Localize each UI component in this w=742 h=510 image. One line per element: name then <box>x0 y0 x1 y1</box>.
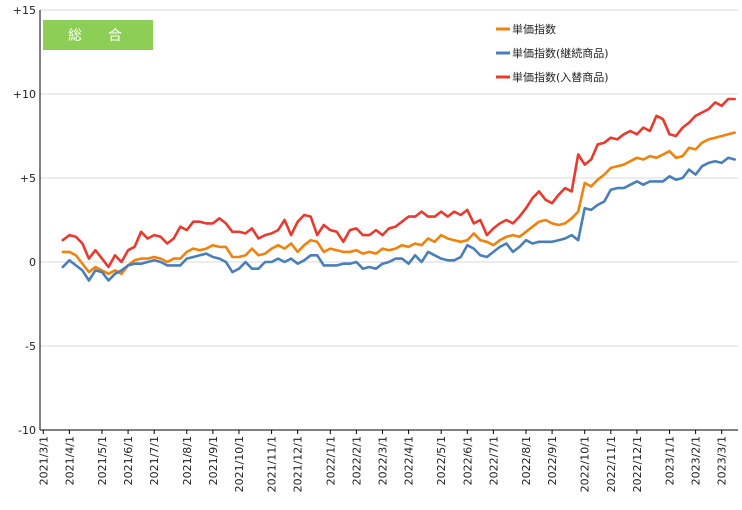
title-badge-background <box>43 20 153 50</box>
series-lines <box>61 97 736 282</box>
y-tick-label: +10 <box>13 88 36 101</box>
x-tick-label: 2021/4/1 <box>63 436 76 485</box>
axes <box>39 10 738 431</box>
x-tick-label: 2021/3/1 <box>37 436 50 485</box>
x-tick-label: 2022/6/1 <box>461 436 474 485</box>
x-tick-label: 2022/7/1 <box>487 436 500 485</box>
y-tick-label: 0 <box>29 256 36 269</box>
y-tick-label: +15 <box>13 4 36 17</box>
x-tick-label: 2023/1/1 <box>664 436 677 485</box>
legend-label: 単価指数 <box>512 22 556 36</box>
x-tick-label: 2022/4/1 <box>403 436 416 485</box>
y-tick-label: -5 <box>25 340 36 353</box>
x-tick-label: 2021/9/1 <box>207 436 220 485</box>
series-line-2 <box>61 156 736 282</box>
x-tick-label: 2022/1/1 <box>324 436 337 485</box>
y-tick-labels: +15 +10 +5 0 -5 -10 <box>13 4 36 437</box>
series-line-1 <box>61 131 736 276</box>
x-tick-label: 2022/3/1 <box>376 436 389 485</box>
x-tick-label: 2021/6/1 <box>122 436 135 485</box>
x-tick-label: 2022/11/1 <box>605 436 618 492</box>
chart-title: 総 合 <box>68 28 128 44</box>
title-badge: 総 合 <box>43 20 153 50</box>
gridlines <box>40 9 738 347</box>
y-tick-label: -10 <box>18 424 36 437</box>
x-tick-label: 2021/7/1 <box>148 436 161 485</box>
series-line-3 <box>61 97 736 269</box>
x-tick-label: 2022/2/1 <box>350 436 363 485</box>
x-tick-label: 2023/3/1 <box>716 436 729 485</box>
legend-label: 単価指数(継続商品) <box>512 46 609 60</box>
y-tick-label: +5 <box>20 172 36 185</box>
x-tick-label: 2022/8/1 <box>520 436 533 485</box>
x-tick-label: 2022/10/1 <box>579 436 592 492</box>
x-tick-label: 2023/2/1 <box>690 436 703 485</box>
x-tick-label: 2021/10/1 <box>233 436 246 492</box>
x-tick-label: 2021/12/1 <box>292 436 305 492</box>
x-tick-labels: 2021/3/1 2021/4/1 2021/5/1 2021/6/1 2021/7/1… <box>37 430 729 492</box>
legend-label: 単価指数(入替商品) <box>512 70 609 84</box>
x-tick-label: 2022/5/1 <box>435 436 448 485</box>
x-tick-label: 2021/8/1 <box>181 436 194 485</box>
x-tick-label: 2022/12/1 <box>631 436 644 492</box>
x-tick-label: 2022/9/1 <box>546 436 559 485</box>
x-tick-label: 2021/5/1 <box>96 436 109 485</box>
x-tick-label: 2021/11/1 <box>266 436 279 492</box>
